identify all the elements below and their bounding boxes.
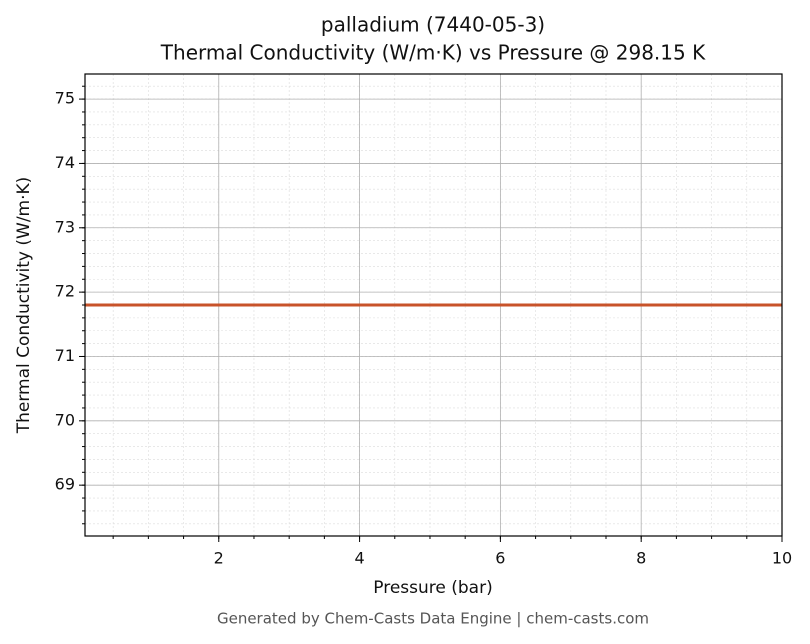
y-tick-label: 75: [55, 89, 75, 108]
x-tick-label: 10: [772, 549, 792, 568]
x-tick-label: 6: [495, 549, 505, 568]
x-tick-label: 8: [636, 549, 646, 568]
y-tick-label: 72: [55, 282, 75, 301]
y-axis-label: Thermal Conductivity (W/m·K): [14, 177, 34, 435]
x-axis-label: Pressure (bar): [373, 578, 492, 598]
chart-title: palladium (7440-05-3): [321, 13, 545, 37]
y-tick-label: 70: [55, 410, 75, 429]
x-tick-label: 4: [354, 549, 364, 568]
y-tick-label: 71: [55, 346, 75, 365]
x-tick-label: 2: [214, 549, 224, 568]
plot-frame: [84, 73, 783, 537]
footer: Generated by Chem-Casts Data Engine | ch…: [217, 610, 649, 628]
y-tick-label: 69: [55, 475, 75, 494]
y-tick-label: 73: [55, 217, 75, 236]
chart-subtitle: Thermal Conductivity (W/m·K) vs Pressure…: [160, 41, 706, 65]
y-tick-label: 74: [55, 153, 75, 172]
